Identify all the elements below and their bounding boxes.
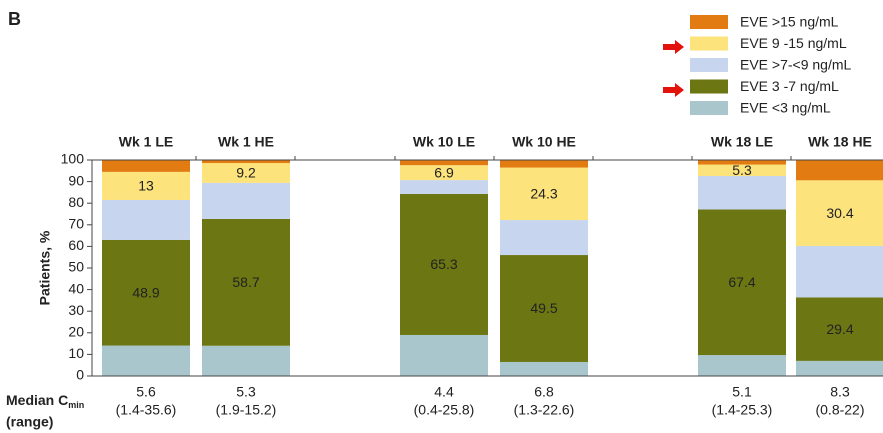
bar-segment [500, 255, 588, 362]
y-tick-label: 20 [68, 324, 84, 340]
bar-segment [796, 180, 883, 246]
legend-swatch [690, 15, 728, 29]
median-value: 5.1 [732, 384, 752, 400]
y-tick-label: 50 [68, 259, 84, 275]
bar-segment [202, 160, 290, 164]
y-tick-label: 0 [76, 367, 84, 383]
y-tick-label: 90 [68, 172, 84, 188]
median-range: (1.9-15.2) [216, 402, 277, 418]
median-value: 5.3 [236, 384, 256, 400]
row-label: Median Cmin [6, 392, 84, 411]
bar-segment [796, 245, 883, 298]
bar-segment [500, 220, 588, 256]
y-tick-label: 60 [68, 237, 84, 253]
legend-label: EVE >15 ng/mL [740, 14, 839, 30]
arrow [663, 40, 684, 54]
row-label-line2: (range) [6, 414, 53, 430]
value-label: 29.4 [826, 321, 853, 337]
category-label: Wk 18 LE [711, 134, 773, 150]
bar-segment [400, 334, 488, 376]
bar-segment [698, 209, 786, 356]
legend-label: EVE <3 ng/mL [740, 100, 831, 116]
legend-swatch [690, 58, 728, 72]
value-label: 9.2 [236, 165, 256, 181]
arrow [663, 83, 684, 97]
bar-segment [102, 239, 190, 346]
legend-swatch [690, 101, 728, 115]
bar-segment [698, 164, 786, 176]
bar-segment [698, 160, 786, 165]
bar-segment [796, 160, 883, 181]
value-label: 24.3 [530, 186, 557, 202]
median-range: (1.4-25.3) [712, 402, 773, 418]
bar-segment [500, 160, 588, 168]
value-label: 5.3 [732, 162, 752, 178]
category-label: Wk 18 HE [808, 134, 872, 150]
value-label: 13 [138, 178, 154, 194]
bar-segment [102, 171, 190, 200]
median-range: (1.3-22.6) [514, 402, 575, 418]
value-label: 6.9 [434, 164, 454, 180]
bar-segment [400, 160, 488, 166]
legend-label: EVE 9 -15 ng/mL [740, 35, 847, 51]
category-label: Wk 1 HE [218, 134, 274, 150]
row-label-sub: min [68, 400, 84, 410]
median-value: 4.4 [434, 384, 454, 400]
y-tick-label: 80 [68, 194, 84, 210]
median-range: (0.4-25.8) [414, 402, 475, 418]
bar-segment [102, 345, 190, 376]
median-range: (0.8-22) [815, 402, 864, 418]
bar-segment [500, 167, 588, 221]
bar-segment [400, 193, 488, 335]
legend-label: EVE 3 -7 ng/mL [740, 78, 839, 94]
category-label: Wk 10 HE [512, 134, 576, 150]
y-tick-label: 70 [68, 216, 84, 232]
bar-segment [202, 182, 290, 219]
y-axis-label: Patients, % [37, 230, 53, 305]
median-value: 5.6 [136, 384, 156, 400]
panel-label: B [8, 9, 21, 29]
y-tick-label: 10 [68, 345, 84, 361]
bar-segment [698, 175, 786, 210]
legend-swatch [690, 36, 728, 51]
category-label: Wk 1 LE [119, 134, 173, 150]
value-label: 30.4 [826, 205, 853, 221]
value-label: 65.3 [430, 256, 457, 272]
bar-segment [796, 360, 883, 376]
bar-segment [202, 163, 290, 183]
legend-swatch [690, 79, 728, 94]
bar-segment [400, 165, 488, 181]
legend-label: EVE >7-<9 ng/mL [740, 57, 852, 73]
value-label: 67.4 [728, 274, 755, 290]
value-label: 58.7 [232, 274, 259, 290]
y-tick-label: 40 [68, 280, 84, 296]
category-label: Wk 10 LE [413, 134, 475, 150]
y-tick-label: 30 [68, 302, 84, 318]
bar-segment [500, 361, 588, 376]
median-range: (1.4-35.6) [116, 402, 177, 418]
bar-segment [102, 199, 190, 240]
bar-segment [202, 218, 290, 346]
row-label-main: Median C [6, 392, 68, 408]
value-label: 48.9 [132, 284, 159, 300]
median-value: 8.3 [830, 384, 850, 400]
bar-segment [796, 297, 883, 361]
median-value: 6.8 [534, 384, 554, 400]
bar-segment [202, 345, 290, 376]
bar-segment [400, 180, 488, 194]
y-tick-label: 100 [61, 151, 85, 167]
bar-segment [698, 355, 786, 376]
bar-segment [102, 160, 190, 172]
value-label: 49.5 [530, 300, 557, 316]
